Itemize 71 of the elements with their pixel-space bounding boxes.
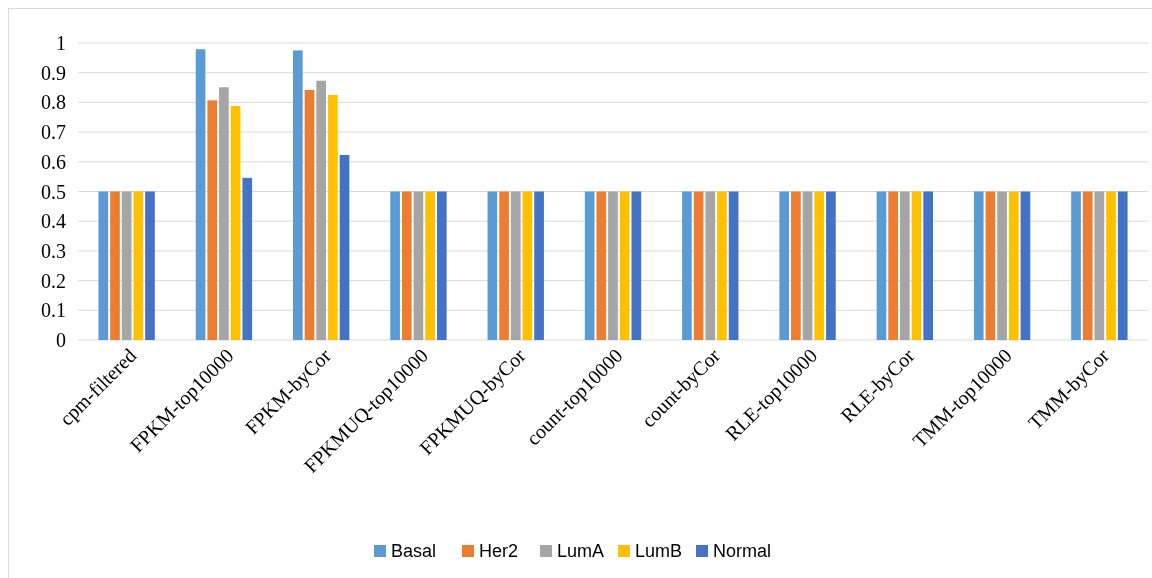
bar: [814, 191, 825, 340]
bar: [413, 191, 424, 340]
legend-label: Normal: [713, 541, 772, 562]
bar: [304, 89, 315, 340]
bar: [195, 49, 206, 340]
bar: [717, 191, 727, 340]
bar: [98, 191, 109, 340]
bar: [242, 177, 253, 340]
bar: [133, 191, 144, 340]
bar: [682, 191, 692, 340]
bar: [911, 191, 922, 340]
bar: [608, 191, 618, 340]
bar: [110, 191, 120, 340]
bar: [328, 94, 338, 340]
bar: [997, 191, 1007, 340]
bar: [876, 191, 887, 340]
y-tick-label: 0.4: [41, 210, 66, 233]
bar: [631, 191, 642, 340]
bar: [425, 191, 435, 340]
legend-label: LumA: [557, 541, 605, 562]
y-tick-label: 0.5: [41, 180, 66, 203]
bar: [728, 191, 739, 340]
bar: [1071, 191, 1081, 340]
bar: [985, 191, 996, 340]
bar: [619, 191, 630, 340]
bar: [826, 191, 836, 340]
bar: [207, 100, 218, 340]
bar: [534, 191, 544, 340]
y-tick-label: 1: [56, 32, 66, 54]
bar: [219, 87, 229, 340]
legend-label: LumB: [635, 541, 683, 562]
bar: [1117, 191, 1128, 340]
bar: [1020, 191, 1031, 340]
bar: [899, 191, 910, 340]
y-tick-label: 0.7: [41, 121, 66, 144]
bar: [499, 191, 509, 340]
bar: [401, 191, 412, 340]
bar: [145, 191, 155, 340]
bar: [1106, 191, 1116, 340]
y-tick-label: 0.6: [41, 150, 66, 173]
bar: [293, 50, 303, 340]
y-tick-label: 0: [56, 329, 66, 351]
bar: [436, 191, 447, 340]
y-tick-label: 0.1: [41, 299, 66, 322]
bar: [779, 191, 790, 340]
bar: [791, 191, 801, 340]
bar: [121, 191, 132, 340]
bar: [973, 191, 984, 340]
bar: [316, 80, 327, 340]
bar: [596, 191, 607, 340]
bar: [705, 191, 716, 340]
bar: [584, 191, 595, 340]
legend-label: Her2: [479, 541, 519, 562]
bar: [888, 191, 898, 340]
bar: [693, 191, 704, 340]
y-tick-label: 0.9: [41, 61, 66, 84]
bar: [802, 191, 813, 340]
y-tick-label: 0.2: [41, 269, 66, 292]
bar: [339, 154, 350, 340]
bar: [510, 191, 521, 340]
legend-label: Basal: [391, 541, 437, 562]
bar: [1008, 191, 1019, 340]
y-tick-label: 0.8: [41, 91, 66, 114]
y-tick-label: 0.3: [41, 239, 66, 262]
bar: [487, 191, 498, 340]
bar: [230, 105, 241, 340]
bar: [522, 191, 533, 340]
bar: [1094, 191, 1105, 340]
bar: [390, 191, 400, 340]
bar: [923, 191, 933, 340]
bar: [1082, 191, 1093, 340]
